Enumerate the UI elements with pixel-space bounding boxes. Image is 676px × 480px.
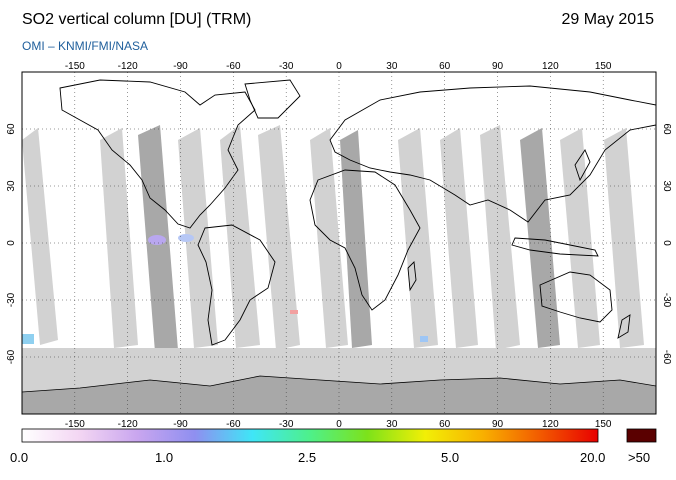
eurasia-outline bbox=[329, 85, 656, 223]
colorbar-label-max: 20.0 bbox=[580, 450, 606, 465]
swath-gap bbox=[340, 130, 372, 348]
lon-tick-top: -30 bbox=[279, 61, 294, 72]
australia-outline bbox=[539, 271, 613, 323]
data-source-label: OMI – KNMI/FMI/NASA bbox=[22, 39, 149, 53]
lon-tick-bottom: -60 bbox=[226, 419, 241, 430]
swath-gap bbox=[520, 128, 560, 348]
madagascar-outline bbox=[407, 261, 417, 292]
swath-gap bbox=[22, 128, 58, 345]
axis-tick-labels: -150 -150 -120 -120 -90 -90 -60 -60 -30 -30 0 0 30 30… bbox=[6, 61, 672, 430]
swath-gap bbox=[560, 128, 600, 348]
lon-tick-bottom: -90 bbox=[173, 419, 188, 430]
south-america-outline bbox=[197, 224, 276, 346]
continent-outlines bbox=[59, 79, 656, 346]
swath-gap bbox=[398, 128, 438, 348]
lon-tick-top: -60 bbox=[226, 61, 241, 72]
lat-tick-left: -60 bbox=[6, 349, 17, 364]
new-zealand-outline bbox=[617, 314, 631, 339]
lon-tick-top: 30 bbox=[386, 61, 398, 72]
colorbar-overflow-box bbox=[626, 428, 657, 443]
lat-tick-right: -30 bbox=[661, 293, 672, 308]
lon-tick-top: -120 bbox=[118, 61, 138, 72]
colorbar-label-2-5: 2.5 bbox=[298, 450, 317, 465]
lon-tick-bottom: 120 bbox=[542, 419, 559, 430]
lon-tick-bottom: -150 bbox=[65, 419, 85, 430]
lon-tick-bottom: 0 bbox=[336, 419, 342, 430]
map-frame bbox=[21, 71, 657, 415]
swath-gap bbox=[178, 128, 218, 348]
swath-gap bbox=[258, 125, 300, 350]
lat-tick-left: 30 bbox=[6, 180, 17, 192]
colorbar bbox=[21, 428, 599, 443]
africa-outline bbox=[309, 169, 421, 311]
colorbar-label-min: 0.0 bbox=[10, 450, 29, 465]
japan-outline bbox=[574, 149, 591, 182]
map-title: SO2 vertical column [DU] (TRM) bbox=[22, 11, 252, 28]
lat-tick-right: 0 bbox=[661, 240, 672, 246]
lon-tick-bottom: 150 bbox=[595, 419, 612, 430]
map-content bbox=[22, 72, 656, 414]
lat-lon-grid bbox=[22, 72, 656, 414]
lon-tick-bottom: -120 bbox=[118, 419, 138, 430]
lat-tick-right: 30 bbox=[661, 180, 672, 192]
lon-tick-top: 60 bbox=[439, 61, 451, 72]
map-date: 29 May 2015 bbox=[561, 11, 654, 28]
colorbar-label-5: 5.0 bbox=[441, 450, 460, 465]
lon-tick-top: 90 bbox=[492, 61, 504, 72]
swath-gap bbox=[480, 125, 520, 350]
swath-gap bbox=[100, 128, 138, 348]
swath-gap bbox=[440, 128, 478, 348]
lon-tick-bottom: 90 bbox=[492, 419, 504, 430]
lat-tick-left: 60 bbox=[6, 123, 17, 135]
greenland-outline bbox=[244, 79, 301, 119]
indonesia-outline bbox=[511, 237, 599, 257]
lon-tick-bottom: 30 bbox=[386, 419, 398, 430]
so2-signal-patches bbox=[22, 234, 428, 344]
lat-tick-left: -30 bbox=[6, 292, 17, 307]
lon-tick-bottom: 60 bbox=[439, 419, 451, 430]
lon-tick-top: 120 bbox=[542, 61, 559, 72]
lon-tick-top: -150 bbox=[65, 61, 85, 72]
swath-gap bbox=[310, 128, 348, 348]
lat-tick-right: -60 bbox=[661, 350, 672, 365]
lat-tick-left: 0 bbox=[6, 240, 17, 246]
colorbar-label-overflow: >50 bbox=[628, 450, 651, 465]
lon-tick-top: 0 bbox=[336, 61, 342, 72]
lon-tick-top: 150 bbox=[595, 61, 612, 72]
colorbar-label-1: 1.0 bbox=[155, 450, 174, 465]
lat-tick-right: 60 bbox=[661, 123, 672, 135]
swath-gap bbox=[604, 128, 644, 348]
north-america-outline bbox=[59, 79, 256, 229]
lon-tick-bottom: -30 bbox=[279, 419, 294, 430]
lon-tick-top: -90 bbox=[173, 61, 188, 72]
